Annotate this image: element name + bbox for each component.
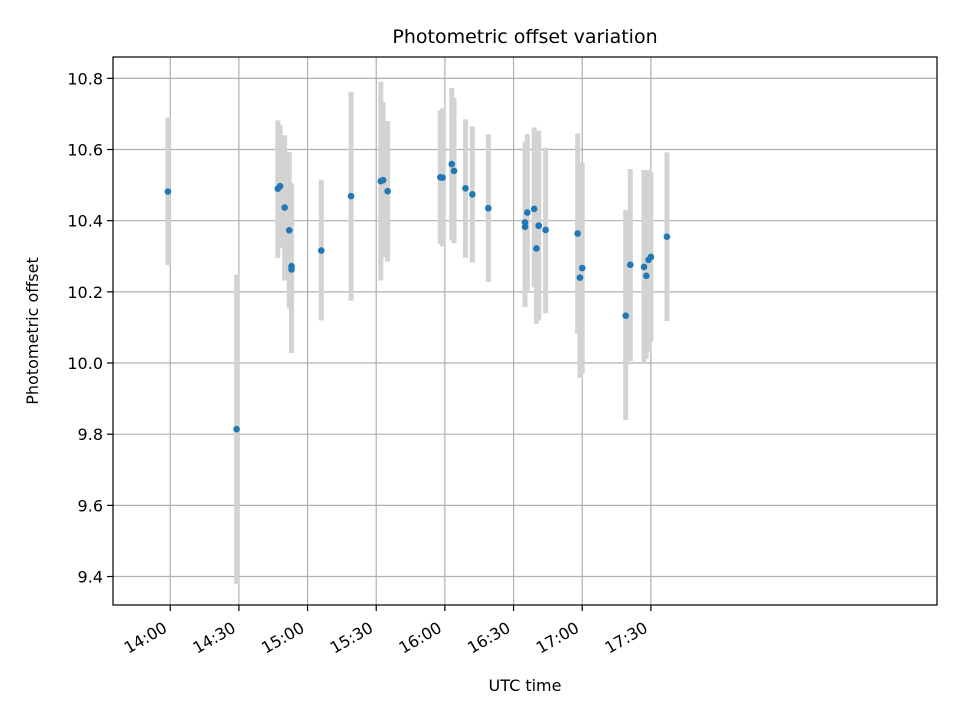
data-point bbox=[448, 160, 456, 168]
data-point bbox=[285, 226, 293, 234]
data-point bbox=[576, 274, 584, 281]
y-tick-label: 10.6 bbox=[67, 141, 103, 160]
data-point bbox=[233, 425, 240, 433]
y-tick-label: 10.2 bbox=[67, 283, 103, 302]
y-tick-label: 10.4 bbox=[67, 212, 103, 231]
chart-title: Photometric offset variation bbox=[392, 26, 657, 48]
data-point bbox=[523, 209, 531, 216]
data-point bbox=[485, 204, 492, 212]
data-point bbox=[663, 233, 671, 241]
data-point bbox=[574, 230, 581, 237]
data-point bbox=[521, 219, 529, 226]
plot-frame bbox=[112, 56, 938, 606]
data-point bbox=[533, 245, 540, 252]
data-point bbox=[542, 226, 549, 234]
data-point bbox=[535, 222, 543, 229]
data-point bbox=[379, 176, 387, 184]
data-point bbox=[439, 174, 446, 181]
y-tick-label: 10.0 bbox=[67, 354, 103, 373]
y-tick-label: 9.4 bbox=[78, 568, 103, 587]
data-point bbox=[288, 266, 295, 273]
data-point bbox=[469, 191, 476, 198]
x-axis-title: UTC time bbox=[489, 676, 562, 695]
y-tick-label: 9.8 bbox=[78, 425, 103, 444]
data-point bbox=[462, 185, 469, 192]
data-point bbox=[317, 247, 325, 254]
data-point bbox=[640, 263, 648, 271]
data-points bbox=[164, 160, 671, 433]
y-axis: 9.4 9.6 9.8 10.0 10.2 10.4 10.6 10.8 bbox=[67, 69, 113, 587]
data-point bbox=[622, 312, 630, 319]
data-point bbox=[281, 204, 288, 211]
data-point bbox=[276, 182, 284, 190]
data-point bbox=[530, 205, 538, 213]
data-point bbox=[643, 272, 650, 280]
y-tick-label: 9.6 bbox=[78, 496, 103, 515]
data-point bbox=[347, 192, 355, 200]
data-point bbox=[626, 261, 634, 269]
data-point bbox=[164, 188, 172, 195]
data-point bbox=[647, 253, 655, 261]
y-axis-title: Photometric offset bbox=[23, 257, 42, 405]
data-point bbox=[578, 264, 586, 272]
data-point bbox=[450, 167, 458, 175]
data-point bbox=[384, 187, 391, 195]
y-tick-label: 10.8 bbox=[67, 69, 103, 88]
